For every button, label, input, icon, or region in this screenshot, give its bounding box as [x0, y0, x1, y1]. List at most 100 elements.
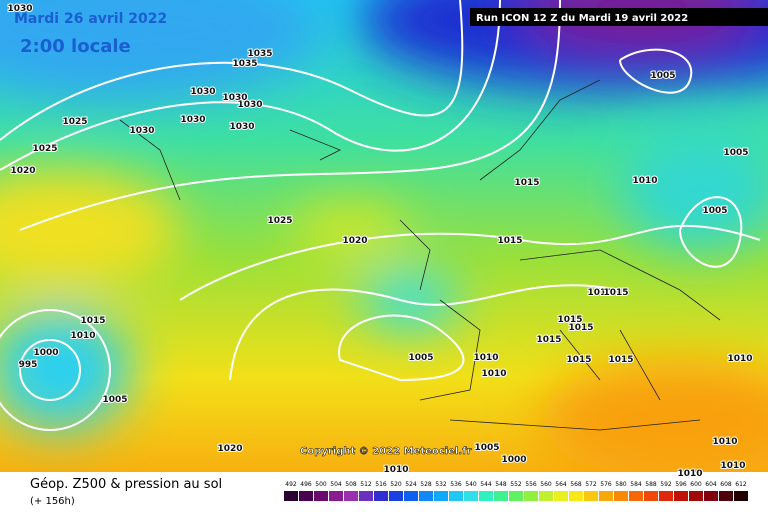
scale-label: 588 — [645, 481, 657, 488]
isobar-label: 1015 — [557, 315, 582, 325]
scale-label: 520 — [390, 481, 402, 488]
isobar-label: 1015 — [80, 316, 105, 326]
scale-label: 564 — [555, 481, 567, 488]
copyright: Copyright © 2022 Meteociel.fr — [300, 446, 471, 457]
isobar-label: 1010 — [383, 465, 408, 475]
scale-swatch — [524, 491, 538, 501]
isobar-label: 1010 — [712, 437, 737, 447]
isobar-label: 1030 — [222, 93, 247, 103]
scale-swatch — [584, 491, 598, 501]
scale-swatch — [659, 491, 673, 501]
isobar-label: 1015 — [497, 236, 522, 246]
isobar-label: 1015 — [608, 355, 633, 365]
scale-label: 496 — [300, 481, 312, 488]
isobar-label: 1015 — [568, 323, 593, 333]
isobar-label: 1030 — [229, 122, 254, 132]
isobars — [0, 0, 760, 430]
scale-swatch — [569, 491, 583, 501]
scale-label: 552 — [510, 481, 522, 488]
isobar-label: 1000 — [501, 455, 526, 465]
scale-label: 528 — [420, 481, 432, 488]
date: Mardi 26 avril 2022 — [14, 11, 167, 27]
isobar-label: 1020 — [342, 236, 367, 246]
scale-label: 492 — [285, 481, 297, 488]
isobar-label: 1025 — [267, 216, 292, 226]
isobar-label: 1010 — [677, 469, 702, 479]
scale-swatch — [314, 491, 328, 501]
isobar-label: 1010 — [720, 461, 745, 471]
scale-swatch — [299, 491, 313, 501]
isobar-label: 1035 — [232, 59, 257, 69]
scale-label: 556 — [525, 481, 537, 488]
scale-swatch — [539, 491, 553, 501]
scale-label: 512 — [360, 481, 372, 488]
isobar-label: 1020 — [217, 444, 242, 454]
isobar-label: 1020 — [10, 166, 35, 176]
isobar-label: 1025 — [62, 117, 87, 127]
isobar-label: 1005 — [702, 206, 727, 216]
scale-label: 612 — [735, 481, 747, 488]
scale-label: 604 — [705, 481, 717, 488]
isobar-label: 1005 — [102, 395, 127, 405]
scale-label: 516 — [375, 481, 387, 488]
isobar-label: 1015 — [536, 335, 561, 345]
scale-swatch — [374, 491, 388, 501]
scale-label: 524 — [405, 481, 417, 488]
isobar-label: 1005 — [408, 353, 433, 363]
scale-swatch — [719, 491, 733, 501]
isobar-label: 1015 — [566, 355, 591, 365]
scale-swatch — [449, 491, 463, 501]
scale-label: 548 — [495, 481, 507, 488]
isobar-label: 1015 — [514, 178, 539, 188]
scale-swatch — [599, 491, 613, 501]
coastlines — [119, 79, 721, 431]
scale-label: 584 — [630, 481, 642, 488]
scale-swatch — [689, 491, 703, 501]
scale-swatch — [464, 491, 478, 501]
isobar-label: 1010 — [727, 354, 752, 364]
isobar-label: 1025 — [32, 144, 57, 154]
scale-label: 540 — [465, 481, 477, 488]
isobar-label: 1015 — [603, 288, 628, 298]
isobar-label: 1030 — [129, 126, 154, 136]
scale-label: 580 — [615, 481, 627, 488]
scale-label: 500 — [315, 481, 327, 488]
run: Run ICON 12 Z du Mardi 19 avril 2022 — [476, 13, 688, 24]
scale-label: 532 — [435, 481, 447, 488]
scale-label: 536 — [450, 481, 462, 488]
isobar-label: 1035 — [247, 49, 272, 59]
scale-swatch — [404, 491, 418, 501]
scale-label: 508 — [345, 481, 357, 488]
scale-swatch — [284, 491, 298, 501]
isobar-label: 1030 — [180, 115, 205, 125]
run-box — [470, 8, 768, 26]
scale-swatch — [479, 491, 493, 501]
legend-title: Géop. Z500 & pression au sol — [30, 477, 222, 492]
scale-label: 560 — [540, 481, 552, 488]
isobar-label: 1005 — [474, 443, 499, 453]
scale-swatch — [704, 491, 718, 501]
scale-swatch — [329, 491, 343, 501]
isobar-label: 1010 — [70, 331, 95, 341]
scale-swatch — [674, 491, 688, 501]
scale-swatch — [419, 491, 433, 501]
scale-label: 592 — [660, 481, 672, 488]
scale-label: 544 — [480, 481, 492, 488]
scale-label: 504 — [330, 481, 342, 488]
isobar-label: 1010 — [481, 369, 506, 379]
scale-label: 576 — [600, 481, 612, 488]
scale-swatch — [389, 491, 403, 501]
isobar-label: 1030 — [190, 87, 215, 97]
scale-label: 600 — [690, 481, 702, 488]
isobar-label: 1010 — [587, 288, 612, 298]
scale-swatch — [359, 491, 373, 501]
isobar-label: 1030 — [237, 100, 262, 110]
scale-label: 608 — [720, 481, 732, 488]
isobar-label: 1010 — [473, 353, 498, 363]
time: 2:00 locale — [20, 36, 131, 57]
scale-label: 568 — [570, 481, 582, 488]
scale-swatch — [494, 491, 508, 501]
isobar-label: 1010 — [632, 176, 657, 186]
isobar-label: 1005 — [723, 148, 748, 158]
